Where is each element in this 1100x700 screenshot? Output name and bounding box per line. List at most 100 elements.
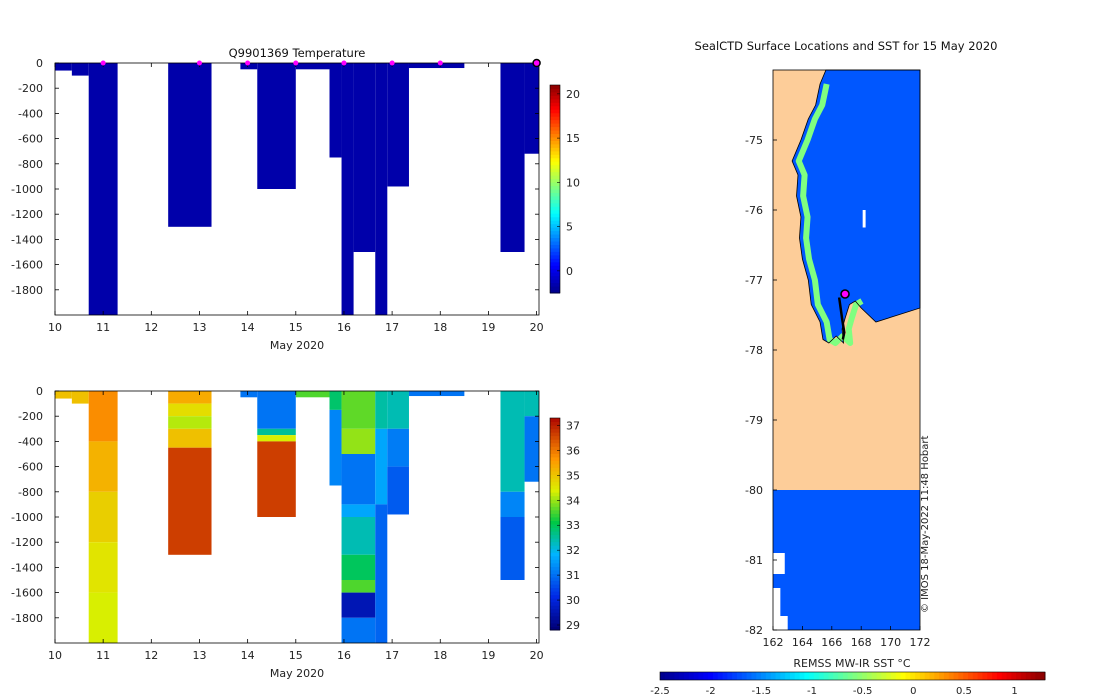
colorbar-tick-label: 35 xyxy=(566,469,580,482)
colorbar-segment xyxy=(550,598,560,603)
colorbar-segment xyxy=(664,672,671,680)
y-tick-label: -1200 xyxy=(11,208,43,221)
colorbar-segment xyxy=(550,234,560,239)
temperature-profiles xyxy=(55,63,539,315)
profile-12-layer-2 xyxy=(500,517,525,580)
y-tick-label: -400 xyxy=(18,107,43,120)
colorbar-segment xyxy=(765,672,772,680)
y-tick-label: -76 xyxy=(745,204,763,217)
colorbar-segment xyxy=(550,435,560,440)
colorbar-segment xyxy=(550,161,560,166)
colorbar-segment xyxy=(886,672,892,680)
no-data-cells xyxy=(773,553,785,574)
colorbar-segment xyxy=(550,91,560,96)
y-tick-label: -81 xyxy=(745,554,763,567)
colorbar-segment xyxy=(809,672,815,680)
x-tick-label: 15 xyxy=(289,649,303,662)
colorbar-segment xyxy=(550,175,560,180)
colorbar-segment xyxy=(550,573,560,578)
profile-7-layer-1 xyxy=(329,409,342,486)
colorbar-segment xyxy=(550,439,560,444)
colorbar-segment xyxy=(550,123,560,128)
y-tick-label: -1400 xyxy=(11,561,43,574)
colorbar-segment xyxy=(550,580,560,585)
colorbar-segment xyxy=(785,672,791,680)
colorbar-segment xyxy=(550,622,560,627)
colorbar-segment xyxy=(732,672,738,680)
colorbar-segment xyxy=(550,289,560,294)
colorbar-tick-label: 15 xyxy=(566,132,580,145)
profile-marker xyxy=(341,60,347,66)
temperature-title: Q9901369 Temperature xyxy=(229,46,366,60)
colorbar-segment xyxy=(842,672,849,680)
colorbar-tick-label: -1 xyxy=(807,686,817,697)
colorbar-segment xyxy=(1016,672,1022,680)
colorbar-tick-label: 20 xyxy=(566,88,580,101)
x-tick-label: 13 xyxy=(192,649,206,662)
colorbar-segment xyxy=(550,223,560,228)
colorbar-segment xyxy=(550,467,560,472)
profile-3-layer-0 xyxy=(168,391,212,404)
colorbar-segment xyxy=(550,116,560,121)
colorbar-segment xyxy=(1030,672,1036,680)
salinity-xlabel: May 2020 xyxy=(270,667,324,680)
last-profile-marker xyxy=(532,58,541,68)
x-tick-label: 12 xyxy=(144,321,158,334)
colorbar-segment xyxy=(717,672,724,680)
colorbar-tick-label: 10 xyxy=(566,176,580,189)
colorbar-segment xyxy=(814,672,820,680)
colorbar-segment xyxy=(712,672,719,680)
y-tick-label: -800 xyxy=(18,486,43,499)
colorbar-segment xyxy=(915,672,921,680)
colorbar-segment xyxy=(1025,672,1032,680)
salinity-axis-ticks: 10 11 12 13 14 15 16 17 18 19 20 0 -200 -400 -600 -800 -… xyxy=(11,385,544,662)
profile-9-layer-1 xyxy=(375,428,388,505)
colorbar-segment xyxy=(550,442,560,447)
colorbar-segment xyxy=(550,545,560,550)
colorbar-segment xyxy=(746,672,752,680)
x-tick-label: 170 xyxy=(880,636,901,649)
y-tick-label: -1600 xyxy=(11,587,43,600)
colorbar-segment xyxy=(550,230,560,235)
profile-10-layer-2 xyxy=(387,466,409,515)
colorbar-segment xyxy=(910,672,916,680)
colorbar-segment xyxy=(550,619,560,624)
colorbar-segment xyxy=(722,672,728,680)
colorbar-segment xyxy=(838,672,844,680)
profile-14 xyxy=(524,63,539,154)
colorbar-segment xyxy=(550,446,560,451)
coastline xyxy=(791,69,921,345)
colorbar-segment xyxy=(550,130,560,135)
colorbar-segment xyxy=(550,612,560,617)
y-tick-label: -1200 xyxy=(11,536,43,549)
colorbar-segment xyxy=(550,531,560,536)
sst-map-cells xyxy=(773,69,921,630)
colorbar-segment xyxy=(550,453,560,458)
profile-6 xyxy=(295,391,330,398)
y-tick-label: -1800 xyxy=(11,284,43,297)
colorbar-segment xyxy=(550,513,560,518)
x-tick-label: 11 xyxy=(96,321,110,334)
colorbar-segment xyxy=(756,672,762,680)
salinity-axes-frame xyxy=(54,390,540,644)
colorbar-segment xyxy=(550,247,560,252)
colorbar-segment xyxy=(1040,672,1046,680)
y-tick-label: -1400 xyxy=(11,233,43,246)
x-tick-label: 19 xyxy=(481,649,495,662)
colorbar-segment xyxy=(550,516,560,521)
profile-12-layer-0 xyxy=(500,391,525,492)
colorbar-segment xyxy=(996,672,1003,680)
colorbar-segment xyxy=(550,555,560,560)
colorbar-frame xyxy=(549,84,561,294)
colorbar-tick-label: 1 xyxy=(1011,686,1017,697)
colorbar-segment xyxy=(727,672,733,680)
colorbar-segment xyxy=(550,164,560,169)
x-tick-label: 13 xyxy=(192,321,206,334)
colorbar-tick-label: 36 xyxy=(566,444,580,457)
colorbar-segment xyxy=(550,213,560,218)
colorbar-segment xyxy=(550,474,560,479)
profile-marker xyxy=(196,60,202,66)
colorbar-segment xyxy=(550,587,560,592)
profile-13-layer-1 xyxy=(524,416,539,482)
colorbar-segment xyxy=(550,569,560,574)
